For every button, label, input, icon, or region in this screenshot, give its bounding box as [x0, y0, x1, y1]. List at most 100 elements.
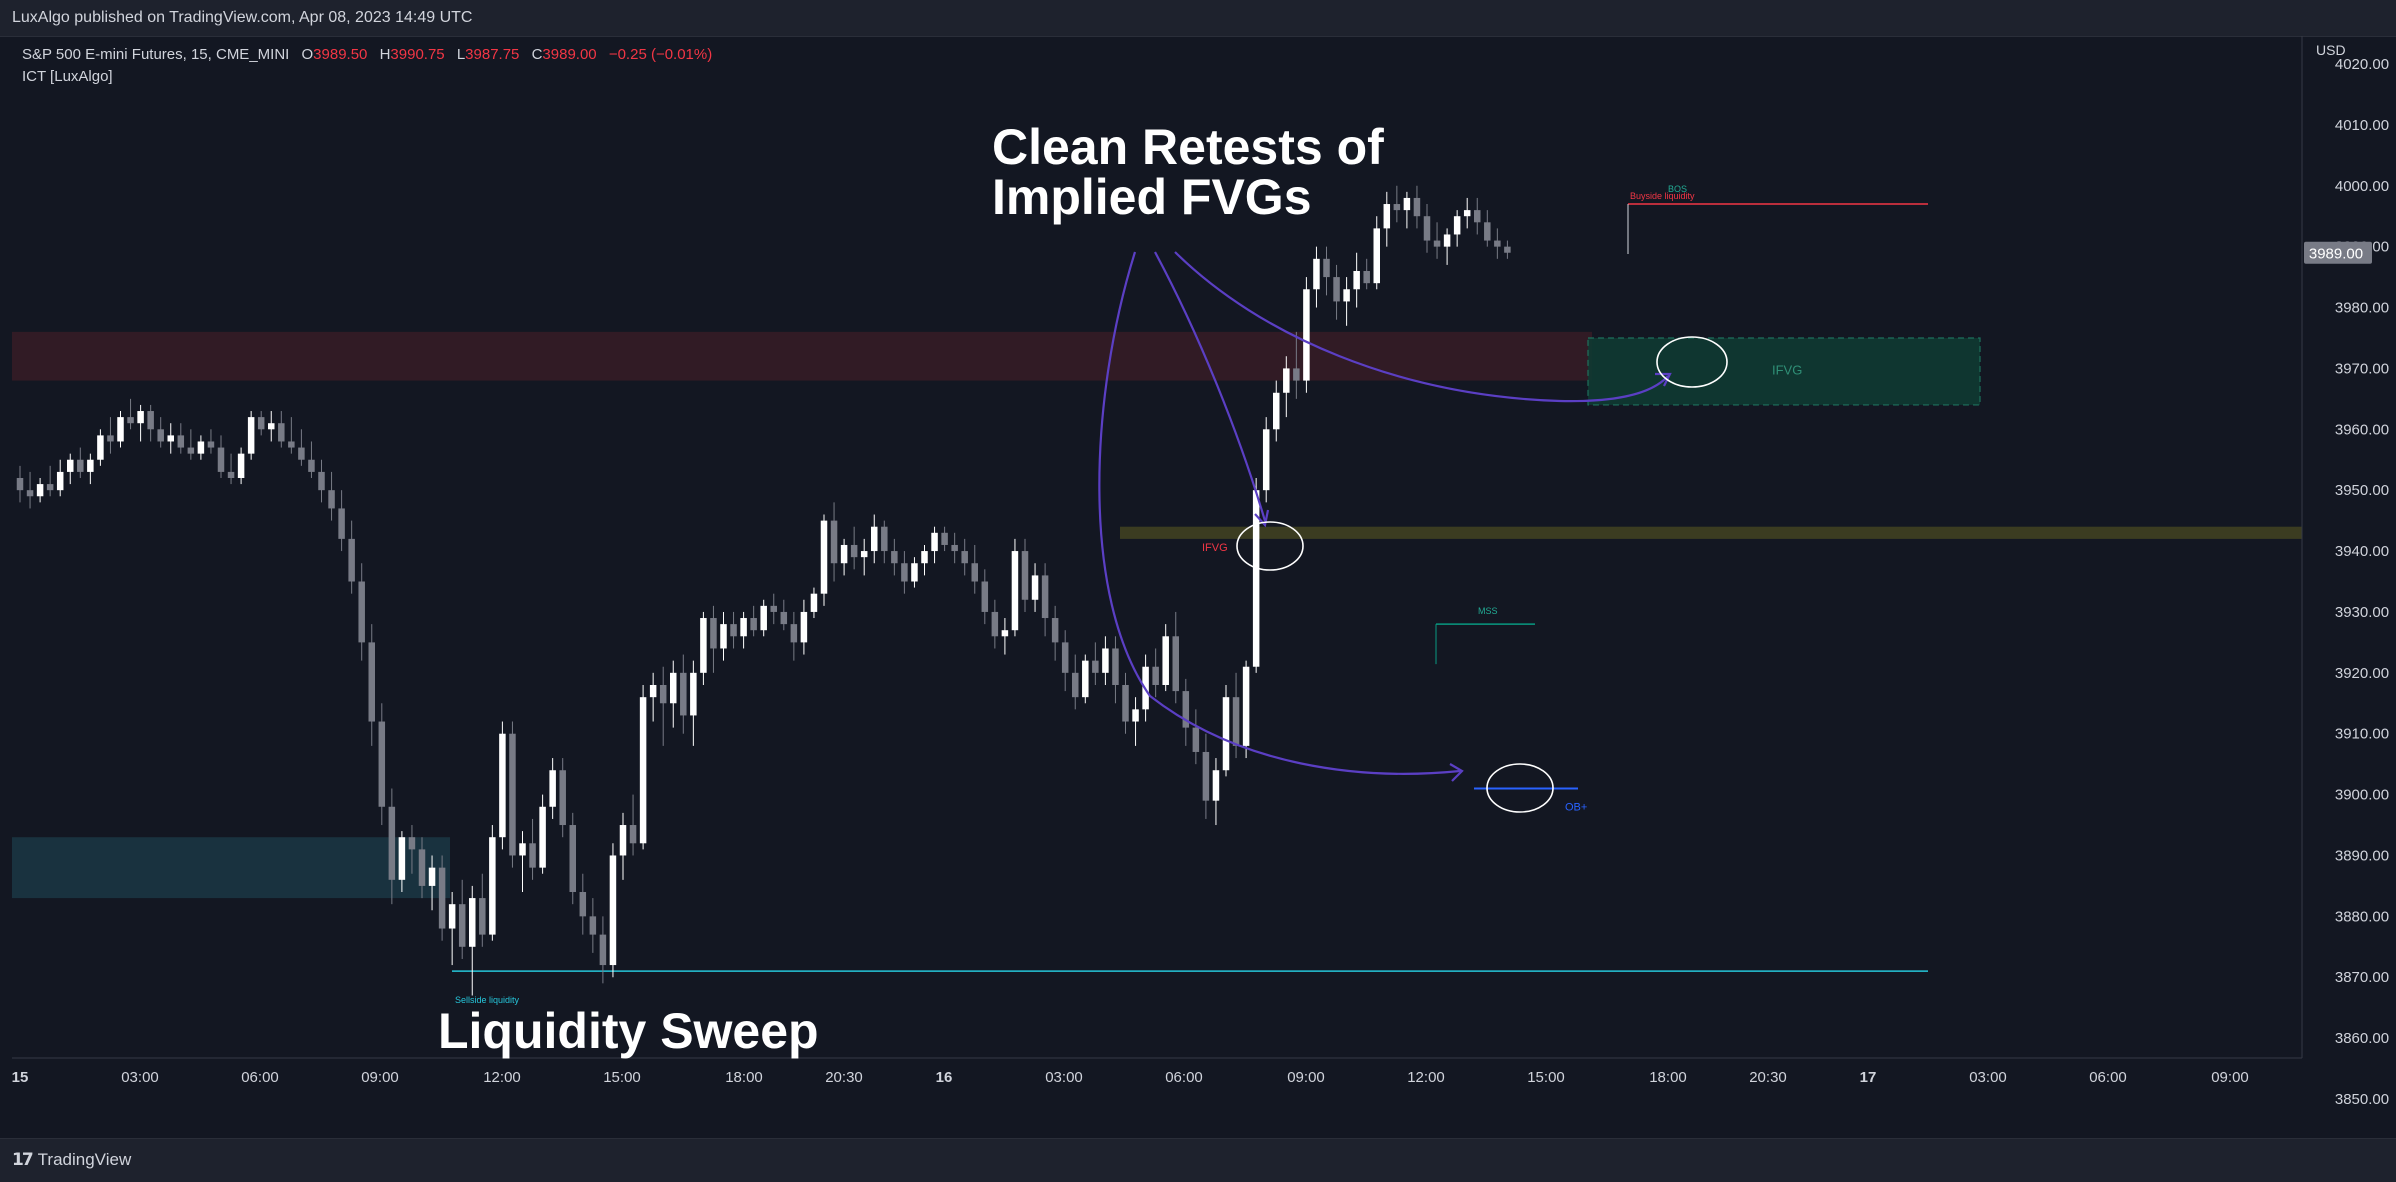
candle-body [720, 624, 727, 649]
candle-body [710, 618, 717, 649]
close-label: C [531, 46, 543, 63]
candle-body [1001, 630, 1009, 637]
candle-body [810, 593, 818, 612]
last-price-tag [2304, 241, 2372, 264]
price-tick-label: 4020.00 [2335, 56, 2389, 73]
price-chart[interactable]: 3850.00 3860.00 3870.00 3880.00 3890.00 3900.… [0, 36, 2396, 1138]
candle-body [1373, 228, 1380, 284]
price-tick-label: 3860.00 [2335, 1030, 2389, 1047]
price-tick-label: 3930.00 [2335, 604, 2389, 621]
candle-body [1383, 204, 1391, 229]
candle-body [740, 618, 747, 637]
arrowhead-mid [1254, 509, 1270, 528]
ob-plus-label: OB+ [1565, 802, 1587, 814]
candle-body [257, 417, 265, 430]
candle-body [780, 611, 788, 625]
candle-body [931, 532, 938, 552]
candle-body [579, 892, 587, 917]
candle-body [981, 581, 989, 612]
symbol-line[interactable]: S&P 500 E-mini Futures, 15, CME_MINI O39… [22, 44, 712, 66]
arrow-to-mid-ifvg [1154, 251, 1267, 522]
candle-body [820, 520, 828, 594]
candle-body [1443, 234, 1451, 247]
price-tick-label: 3950.00 [2335, 482, 2389, 499]
high-value: 3990.75 [390, 46, 445, 63]
candle-body [971, 563, 978, 582]
candle-body [26, 490, 34, 497]
bos-label: BOS [1668, 184, 1687, 194]
candle-body [1172, 636, 1179, 692]
time-tick-label: 06:00 [2089, 1069, 2127, 1086]
candle-body [1494, 240, 1501, 247]
time-tick-label: 03:00 [1045, 1069, 1083, 1086]
time-tick-label: 03:00 [1969, 1069, 2007, 1086]
candle-body [1021, 551, 1029, 600]
time-tick-label: 03:00 [121, 1069, 159, 1086]
candle-body [1293, 368, 1300, 381]
candle-body [1403, 197, 1411, 211]
candle-body [700, 618, 707, 673]
time-tick-label: 16 [936, 1069, 953, 1086]
candle-body [418, 849, 426, 886]
candle-body [961, 551, 968, 564]
candle-body [207, 441, 215, 448]
candle-body [87, 459, 94, 472]
chart-legend: S&P 500 E-mini Futures, 15, CME_MINI O39… [22, 44, 712, 88]
time-tick-label: 15:00 [1527, 1069, 1565, 1086]
candle-body [911, 563, 918, 582]
candle-body [549, 770, 556, 807]
arrowhead-ob [1449, 763, 1464, 782]
candle-body [77, 459, 84, 472]
candle-body [509, 733, 516, 856]
candle-body [489, 837, 496, 935]
candle-body [881, 526, 888, 552]
candle-body [288, 441, 295, 448]
candle-body [840, 544, 848, 564]
candle-body [1092, 660, 1099, 673]
candle-body [469, 898, 476, 947]
candle-body [1072, 672, 1079, 698]
candle-body [1222, 697, 1230, 771]
candle-body [1433, 240, 1441, 247]
candle-body [388, 806, 396, 880]
candle-body [649, 685, 657, 698]
time-tick-label: 15:00 [603, 1069, 641, 1086]
candle-body [127, 417, 134, 424]
time-tick-label: 17 [1860, 1069, 1877, 1086]
time-tick-label: 09:00 [2211, 1069, 2249, 1086]
candle-body [398, 837, 406, 880]
price-tick-label: 3960.00 [2335, 421, 2389, 438]
candle-body [750, 618, 757, 631]
candle-body [1162, 636, 1169, 685]
tv-logo-icon: 𝟭𝟳 [12, 1150, 34, 1170]
candle-body [830, 520, 838, 564]
arrow-to-upper-ifvg [1174, 251, 1669, 403]
arrowhead-upper [1655, 372, 1672, 387]
candle-body [891, 551, 898, 564]
candle-body [670, 672, 677, 704]
symbol-name: S&P 500 E-mini Futures, 15, CME_MINI [22, 46, 290, 63]
ifvg-upper-zone [12, 331, 1592, 381]
price-tick-label: 3980.00 [2335, 300, 2389, 317]
change-value: −0.25 (−0.01%) [608, 46, 713, 63]
indicator-name[interactable]: ICT [LuxAlgo] [22, 68, 113, 85]
candle-body [479, 898, 486, 935]
candle-body [619, 825, 627, 856]
candle-body [36, 484, 44, 497]
price-tick-label: 3970.00 [2335, 360, 2389, 377]
candle-body [438, 867, 446, 929]
candle-body [1132, 709, 1139, 722]
candle-body [97, 435, 104, 460]
candle-body [629, 825, 637, 844]
candle-body [921, 551, 928, 564]
tradingview-logo[interactable]: 𝟭𝟳 TradingView [12, 1150, 131, 1170]
candle-body [107, 435, 114, 442]
candle-body [328, 490, 335, 509]
candle-body [268, 423, 275, 430]
candle-body [599, 934, 607, 966]
candle-body [901, 563, 908, 582]
candle-body [1152, 666, 1159, 685]
candle-body [338, 508, 345, 539]
candle-body [559, 770, 566, 826]
time-tick-label: 06:00 [241, 1069, 279, 1086]
